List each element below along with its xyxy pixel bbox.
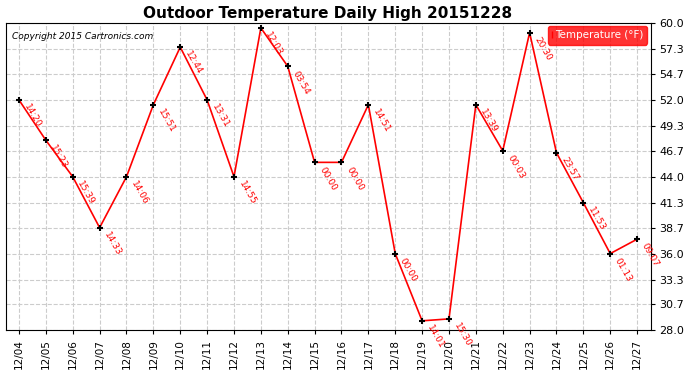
Text: 14:55: 14:55 bbox=[237, 180, 257, 206]
Text: 15:51: 15:51 bbox=[156, 108, 177, 134]
Text: 14:33: 14:33 bbox=[102, 231, 123, 257]
Text: 12:44: 12:44 bbox=[183, 50, 204, 76]
Text: 23:57: 23:57 bbox=[560, 156, 580, 182]
Text: 14:20: 14:20 bbox=[22, 103, 42, 129]
Text: Copyright 2015 Cartronics.com: Copyright 2015 Cartronics.com bbox=[12, 32, 153, 41]
Text: 14:01: 14:01 bbox=[425, 324, 446, 350]
Text: 00:00: 00:00 bbox=[317, 165, 338, 192]
Text: 03:54: 03:54 bbox=[290, 69, 311, 96]
Text: 00:00: 00:00 bbox=[398, 256, 419, 283]
Text: 12:03: 12:03 bbox=[264, 31, 284, 57]
Text: 15:30: 15:30 bbox=[452, 322, 473, 349]
Text: 15:39: 15:39 bbox=[75, 180, 96, 207]
Text: 11:53: 11:53 bbox=[586, 206, 607, 232]
Text: 15:23: 15:23 bbox=[48, 143, 69, 170]
Title: Outdoor Temperature Daily High 20151228: Outdoor Temperature Daily High 20151228 bbox=[144, 6, 513, 21]
Text: 00:00: 00:00 bbox=[344, 165, 365, 192]
Text: 20:30: 20:30 bbox=[533, 36, 553, 62]
Text: 09:07: 09:07 bbox=[640, 242, 660, 269]
Text: 13:39: 13:39 bbox=[479, 108, 500, 134]
Text: 13:31: 13:31 bbox=[210, 103, 230, 130]
Text: 14:51: 14:51 bbox=[371, 108, 392, 134]
Text: 14:06: 14:06 bbox=[129, 180, 150, 206]
Text: 00:03: 00:03 bbox=[506, 154, 526, 180]
Text: 01:13: 01:13 bbox=[613, 256, 633, 283]
Legend: Temperature (°F): Temperature (°F) bbox=[548, 26, 647, 45]
